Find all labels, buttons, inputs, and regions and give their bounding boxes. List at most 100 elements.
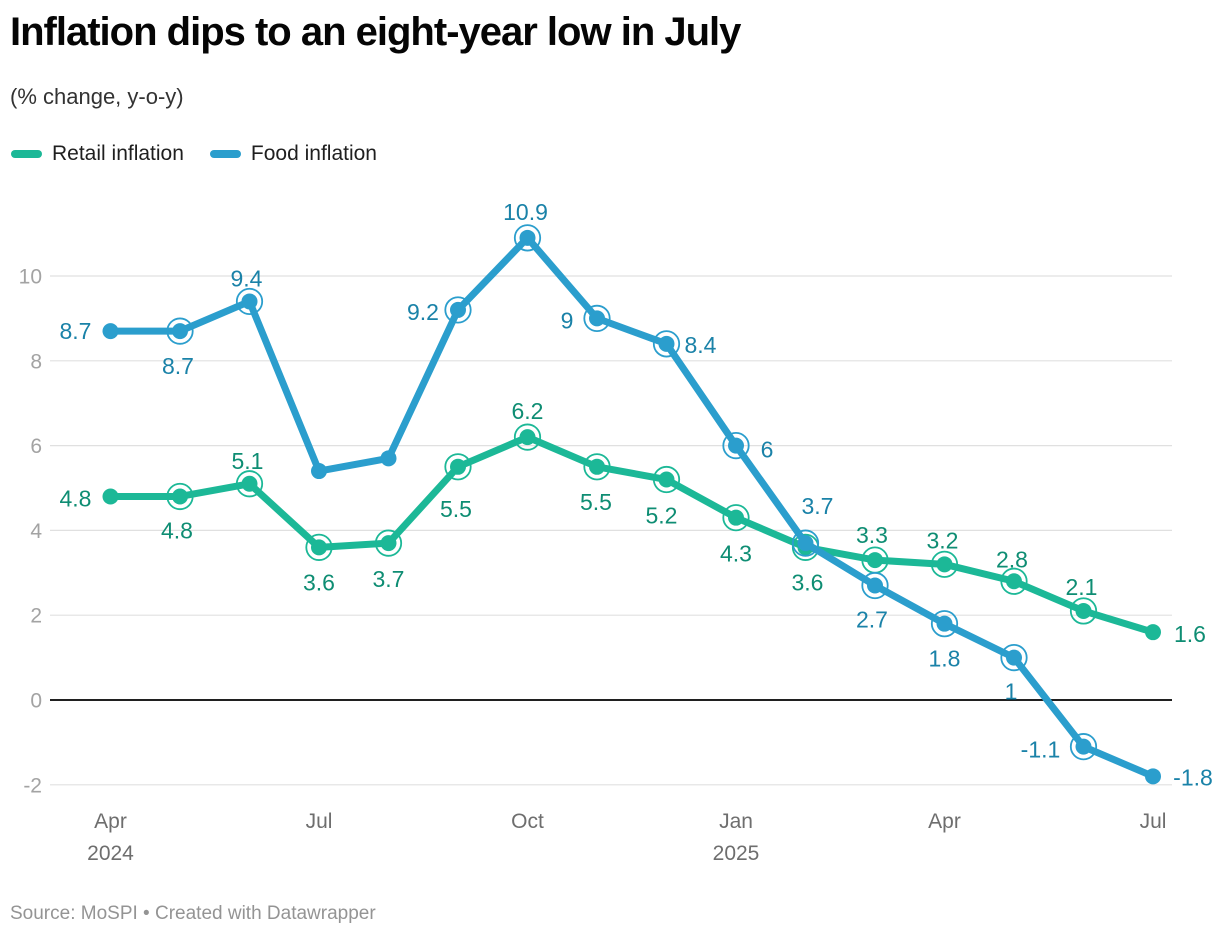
legend-item-food-inflation: Food inflation — [209, 142, 377, 166]
data-point-ring — [374, 529, 403, 557]
data-point-ring — [235, 287, 264, 316]
data-label-food-inflation: 1 — [1005, 679, 1018, 705]
x-tick-label: Jul — [306, 810, 333, 833]
retail-inflation-swatch-icon — [11, 150, 42, 158]
data-label-food-inflation: -1.1 — [1021, 737, 1061, 763]
data-point-food-inflation[interactable] — [1006, 649, 1022, 666]
x-tick-label: Jan — [719, 810, 753, 833]
data-point-ring — [513, 423, 542, 451]
data-point-food-inflation[interactable] — [172, 323, 188, 340]
y-tick-label: 8 — [30, 350, 42, 373]
food-inflation-swatch-icon — [209, 150, 241, 158]
data-point-ring — [583, 453, 611, 481]
chart-subtitle: (% change, y-o-y) — [10, 84, 184, 109]
data-point-food-inflation[interactable] — [658, 335, 675, 352]
y-tick-label: 10 — [19, 266, 42, 289]
data-point-food-inflation[interactable] — [311, 463, 327, 480]
data-label-retail-inflation: 2.8 — [996, 546, 1028, 572]
data-label-retail-inflation: 2.1 — [1066, 574, 1098, 600]
data-point-food-inflation[interactable] — [1075, 738, 1092, 755]
data-point-retail-inflation[interactable] — [658, 471, 675, 488]
series-line-retail-inflation — [107, 433, 1157, 636]
data-point-food-inflation[interactable] — [519, 229, 536, 246]
data-label-food-inflation: 9.2 — [407, 299, 439, 325]
data-point-food-inflation[interactable] — [936, 615, 953, 632]
chart-title: Inflation dips to an eight-year low in J… — [10, 10, 741, 54]
data-point-food-inflation[interactable] — [102, 323, 119, 340]
data-point-ring — [652, 465, 681, 494]
data-point-retail-inflation[interactable] — [519, 429, 536, 446]
data-label-retail-inflation: 3.2 — [927, 527, 959, 553]
x-tick-label: Apr — [928, 810, 961, 833]
legend-item-retail-inflation: Retail inflation — [11, 142, 184, 166]
data-label-food-inflation: 10.9 — [503, 199, 548, 225]
data-point-retail-inflation[interactable] — [172, 488, 188, 505]
data-point-ring — [1069, 597, 1098, 625]
legend-label: Food inflation — [250, 142, 377, 165]
data-point-ring — [1000, 643, 1028, 672]
data-point-ring — [583, 304, 611, 332]
data-point-food-inflation[interactable] — [797, 535, 814, 552]
y-tick-label: -2 — [23, 774, 42, 797]
data-label-food-inflation: 9 — [561, 307, 574, 333]
data-point-ring — [513, 224, 542, 252]
data-point-retail-inflation[interactable] — [936, 556, 953, 573]
data-label-retail-inflation: 5.1 — [232, 448, 264, 474]
data-label-retail-inflation: 5.5 — [580, 489, 612, 515]
data-label-retail-inflation: 4.8 — [161, 517, 193, 543]
y-tick-label: 2 — [30, 605, 42, 628]
data-point-ring — [722, 431, 750, 460]
data-point-ring — [166, 482, 194, 511]
data-label-retail-inflation: 5.5 — [440, 496, 472, 522]
data-label-food-inflation: 8.7 — [162, 353, 194, 379]
x-tick-label: Oct — [511, 810, 544, 833]
data-point-ring — [930, 610, 959, 638]
data-label-food-inflation: 6 — [761, 437, 774, 463]
data-point-food-inflation[interactable] — [1145, 768, 1161, 785]
data-point-retail-inflation[interactable] — [241, 475, 258, 492]
data-point-retail-inflation[interactable] — [1145, 624, 1161, 641]
data-label-food-inflation: -1.8 — [1173, 764, 1213, 790]
data-label-retail-inflation: 4.3 — [720, 541, 752, 567]
data-point-retail-inflation[interactable] — [1075, 602, 1092, 619]
data-label-food-inflation: 3.7 — [802, 493, 834, 519]
data-point-food-inflation[interactable] — [867, 577, 883, 594]
data-point-retail-inflation[interactable] — [589, 458, 605, 475]
data-point-ring — [166, 317, 194, 345]
data-point-retail-inflation[interactable] — [450, 458, 466, 475]
y-tick-label: 0 — [30, 690, 42, 713]
data-point-food-inflation[interactable] — [380, 450, 397, 467]
data-point-retail-inflation[interactable] — [311, 539, 327, 556]
data-label-retail-inflation: 3.7 — [373, 566, 405, 592]
legend-label: Retail inflation — [52, 142, 184, 165]
data-point-retail-inflation[interactable] — [380, 535, 397, 552]
data-label-food-inflation: 1.8 — [929, 646, 961, 672]
data-label-food-inflation: 8.4 — [685, 332, 717, 358]
data-point-retail-inflation[interactable] — [102, 488, 119, 505]
data-point-food-inflation[interactable] — [241, 293, 258, 310]
data-point-retail-inflation[interactable] — [867, 552, 883, 569]
data-label-food-inflation: 2.7 — [856, 607, 888, 633]
data-label-retail-inflation: 5.2 — [646, 503, 678, 529]
series-line-food-inflation — [107, 234, 1157, 780]
data-label-retail-inflation: 4.8 — [60, 485, 92, 511]
data-point-retail-inflation[interactable] — [1006, 573, 1022, 590]
data-point-retail-inflation[interactable] — [728, 509, 744, 526]
data-label-retail-inflation: 6.2 — [512, 398, 544, 424]
x-tick-label: Apr — [94, 810, 127, 833]
legend: Retail inflation Food inflation — [11, 142, 377, 166]
data-point-food-inflation[interactable] — [450, 301, 466, 318]
data-point-ring — [444, 453, 472, 481]
data-point-food-inflation[interactable] — [728, 437, 744, 454]
data-point-ring — [1000, 567, 1028, 595]
data-point-ring — [791, 529, 820, 557]
data-point-ring — [305, 533, 333, 561]
data-point-ring — [722, 504, 750, 532]
data-label-retail-inflation: 3.6 — [303, 569, 335, 595]
x-tick-label: Jul — [1140, 810, 1167, 833]
data-point-ring — [652, 330, 681, 358]
y-tick-label: 6 — [30, 435, 42, 458]
data-point-food-inflation[interactable] — [589, 310, 605, 327]
x-tick-year-label: 2024 — [87, 842, 134, 865]
